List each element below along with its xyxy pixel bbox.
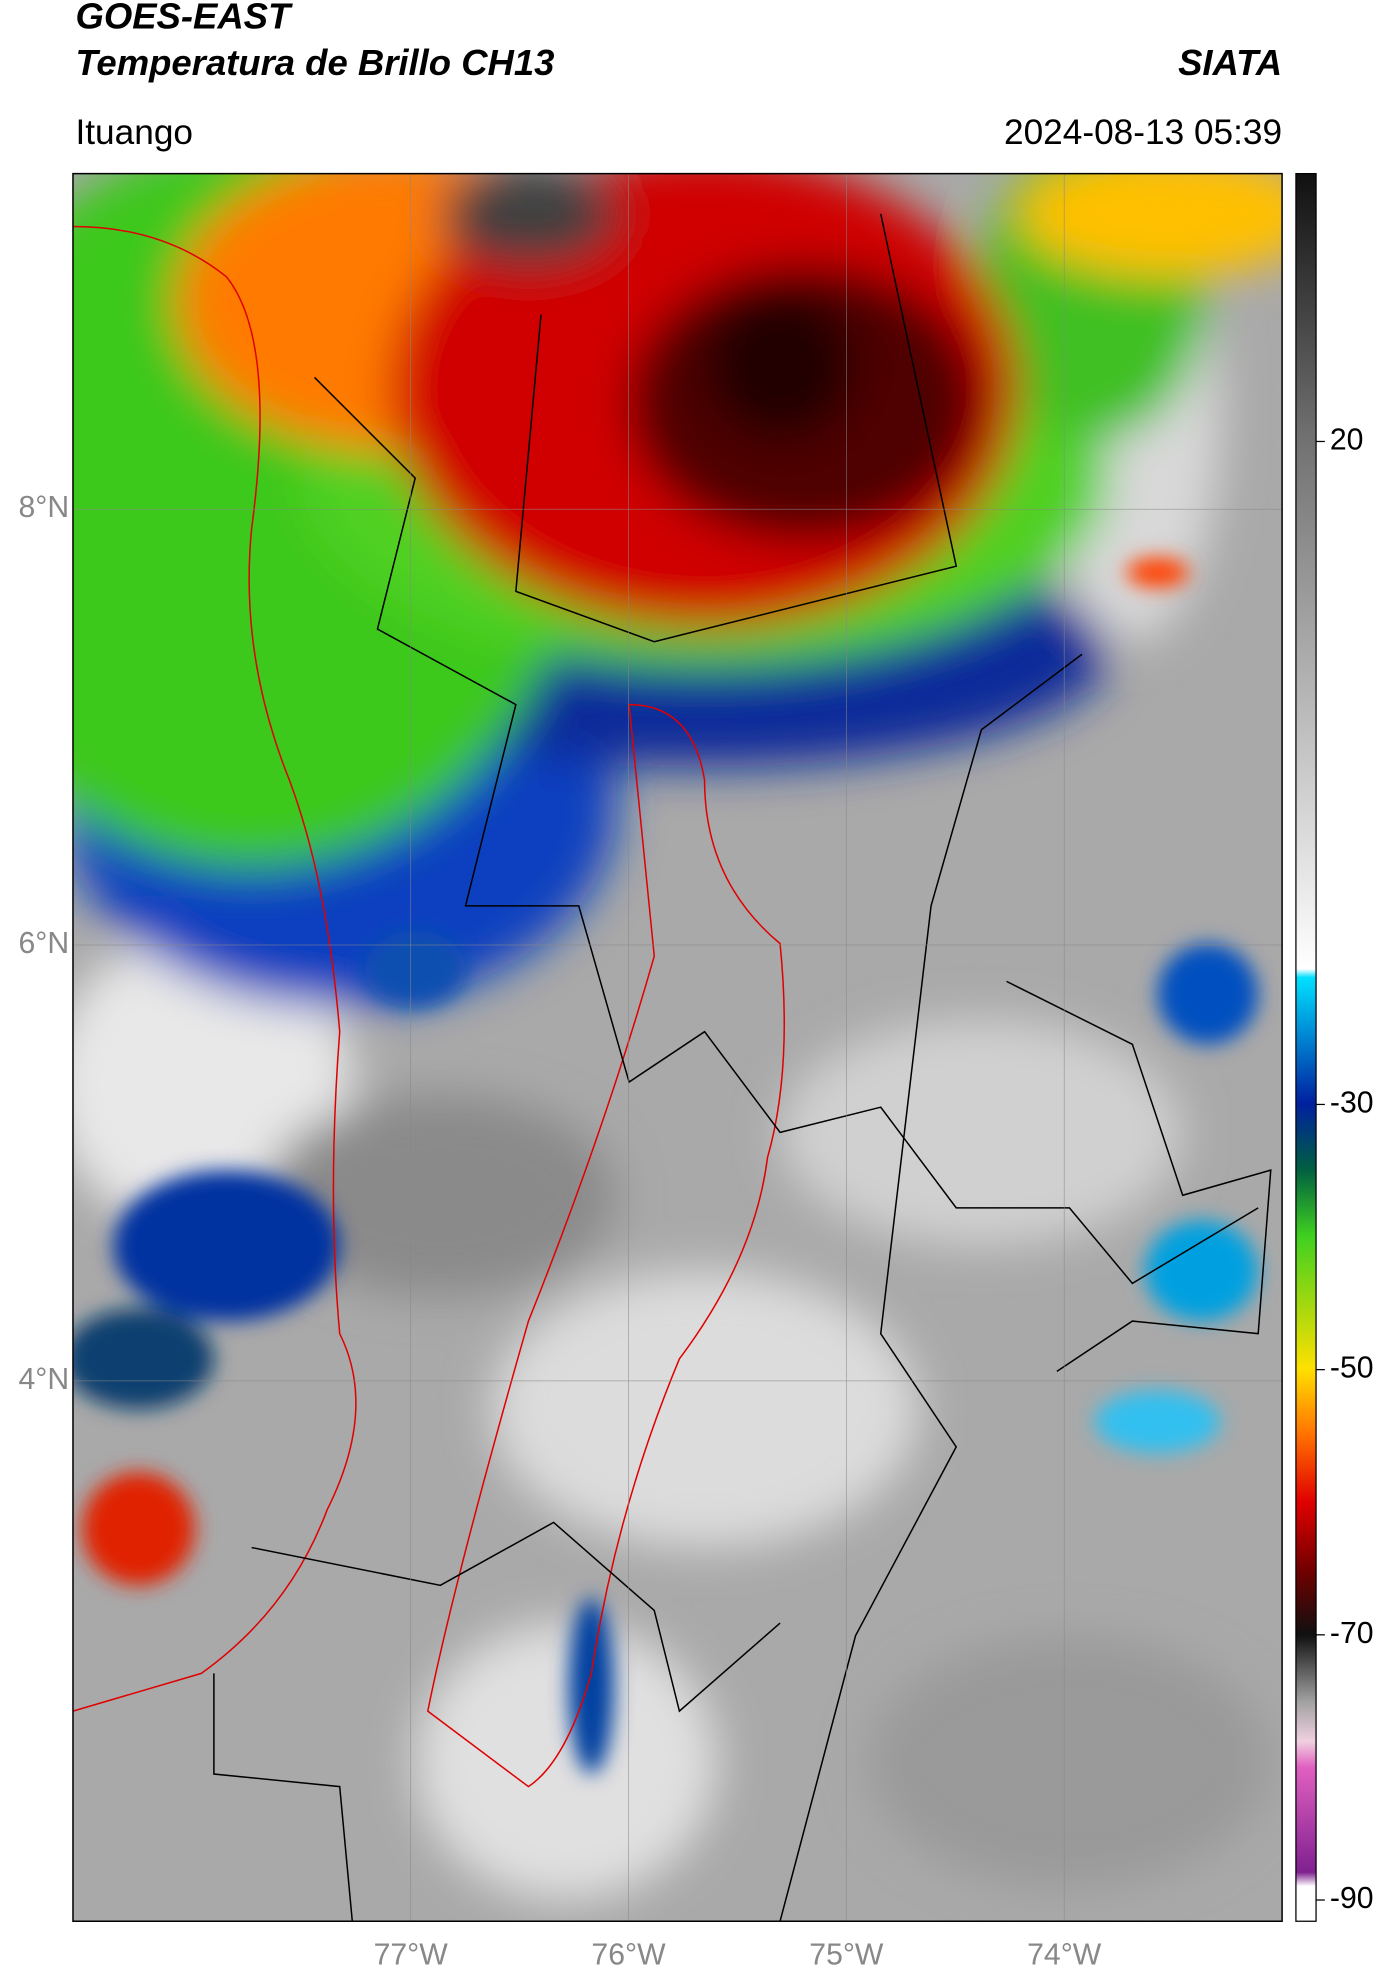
map-frame: [72, 172, 1283, 1922]
colorbar-tick-label: -90: [1330, 1882, 1374, 1915]
source: SIATA: [1178, 42, 1282, 83]
location: Ituango: [75, 113, 193, 152]
title: GOES-EAST: [75, 0, 293, 37]
y-tick-label: 4°N: [19, 1363, 70, 1396]
colorbar-tick-label: -30: [1330, 1086, 1374, 1119]
colorbar-tick-label: -70: [1330, 1617, 1374, 1650]
y-tick-label: 8°N: [19, 491, 70, 524]
colorbar-tick-label: -50: [1330, 1352, 1374, 1385]
colorbar-tick-label: 20: [1330, 423, 1364, 456]
grid: [72, 173, 1283, 1922]
x-tick-label: 77°W: [374, 1938, 449, 1971]
x-tick-label: 76°W: [591, 1938, 666, 1971]
x-tick-label: 75°W: [809, 1938, 884, 1971]
y-tick-label: 6°N: [19, 927, 70, 960]
x-tick-label: 74°W: [1027, 1938, 1102, 1971]
satellite-image: [72, 173, 1283, 1922]
colorbar: [1295, 172, 1317, 1922]
subtitle: Temperatura de Brillo CH13: [75, 42, 554, 83]
datetime: 2024-08-13 05:39: [1004, 113, 1282, 152]
